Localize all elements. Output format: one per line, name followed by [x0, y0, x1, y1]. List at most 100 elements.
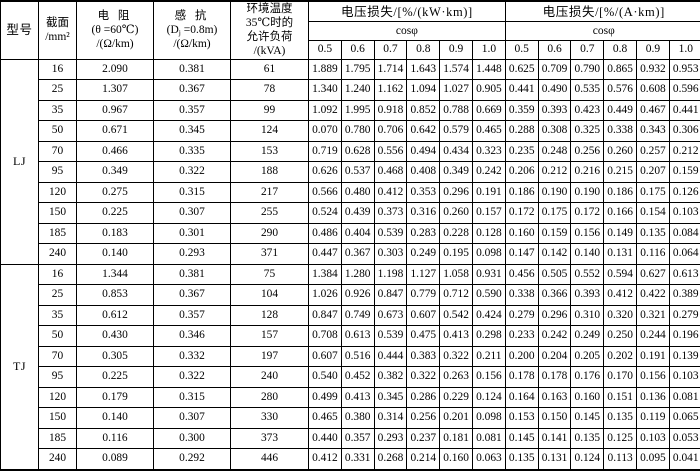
cell-vloss-a: 0.145: [571, 408, 604, 429]
cell-resistance: 0.225: [77, 203, 154, 224]
cell-vloss-kw: 0.475: [407, 326, 440, 347]
cell-vloss-kw: 0.070: [309, 121, 342, 142]
cell-vloss-a: 0.393: [538, 100, 571, 121]
header-load-line2: 35℃时的: [246, 17, 293, 30]
cell-vloss-kw: 0.323: [472, 141, 505, 162]
cell-vloss-a: 0.625: [505, 59, 538, 80]
cell-vloss-kw: 0.156: [472, 367, 505, 388]
cell-vloss-kw: 1.162: [374, 80, 407, 101]
cell-vloss-a: 0.441: [505, 80, 538, 101]
cell-vloss-a: 0.176: [571, 367, 604, 388]
cell-vloss-a: 0.196: [669, 326, 700, 347]
cell-vloss-a: 0.135: [637, 223, 670, 244]
cell-allowable-load: 124: [231, 121, 309, 142]
cell-vloss-a: 0.709: [538, 59, 571, 80]
cell-section: 185: [39, 428, 77, 449]
cell-vloss-a: 0.260: [604, 141, 637, 162]
cell-reactance: 0.300: [154, 428, 231, 449]
table-sheet: 型号 截面 /mm² 电 阻 (θ =60℃) /(Ω/km): [0, 0, 700, 456]
cell-vloss-a: 0.103: [637, 428, 670, 449]
cell-vloss-a: 0.389: [669, 285, 700, 306]
cell-vloss-kw: 0.296: [440, 182, 473, 203]
cell-vloss-a: 0.423: [571, 100, 604, 121]
cell-vloss-kw: 0.268: [374, 449, 407, 470]
cell-vloss-a: 0.490: [538, 80, 571, 101]
cell-vloss-kw: 0.779: [407, 285, 440, 306]
cell-vloss-a: 0.338: [604, 121, 637, 142]
cell-section: 240: [39, 244, 77, 265]
cell-vloss-kw: 0.314: [374, 408, 407, 429]
cell-vloss-a: 0.288: [505, 121, 538, 142]
cell-vloss-kw: 0.260: [440, 203, 473, 224]
cell-vloss-kw: 0.486: [309, 223, 342, 244]
cell-reactance: 0.292: [154, 449, 231, 470]
cell-vloss-kw: 1.027: [440, 80, 473, 101]
cell-section: 240: [39, 449, 77, 470]
cell-resistance: 0.466: [77, 141, 154, 162]
cell-vloss-a: 0.135: [571, 428, 604, 449]
cell-vloss-kw: 0.412: [309, 449, 342, 470]
cell-vloss-a: 0.140: [571, 244, 604, 265]
cell-vloss-kw: 0.098: [472, 408, 505, 429]
cell-vloss-a: 0.576: [604, 80, 637, 101]
cell-vloss-a: 0.135: [505, 449, 538, 470]
cell-vloss-a: 0.412: [604, 285, 637, 306]
cell-reactance: 0.332: [154, 346, 231, 367]
header-cosphi-a: cosφ: [505, 22, 700, 41]
cell-section: 25: [39, 80, 77, 101]
cell-allowable-load: 330: [231, 408, 309, 429]
cell-vloss-a: 0.170: [604, 367, 637, 388]
cell-vloss-kw: 0.480: [341, 182, 374, 203]
cell-vloss-a: 0.166: [604, 203, 637, 224]
header-vloss-a: 电压损失/[%/(A·km)]: [505, 1, 700, 22]
cell-vloss-a: 0.207: [637, 162, 670, 183]
cell-vloss-kw: 0.322: [407, 367, 440, 388]
header-cosphi-value: 0.8: [407, 40, 440, 59]
cell-vloss-a: 0.200: [505, 346, 538, 367]
cell-vloss-kw: 1.240: [341, 80, 374, 101]
cell-vloss-kw: 0.263: [440, 367, 473, 388]
cell-vloss-a: 0.186: [505, 182, 538, 203]
cell-vloss-a: 0.256: [571, 141, 604, 162]
cell-vloss-a: 0.338: [505, 285, 538, 306]
cell-vloss-a: 0.535: [571, 80, 604, 101]
cell-vloss-a: 0.156: [571, 223, 604, 244]
cell-reactance: 0.346: [154, 326, 231, 347]
cell-vloss-kw: 0.607: [309, 346, 342, 367]
header-vloss-kw: 电压损失/[%/(kW·km)]: [309, 1, 506, 22]
cell-vloss-a: 0.147: [505, 244, 538, 265]
cell-vloss-kw: 1.448: [472, 59, 505, 80]
cell-section: 50: [39, 121, 77, 142]
cell-vloss-kw: 0.931: [472, 264, 505, 285]
cell-vloss-kw: 0.322: [440, 346, 473, 367]
cell-vloss-kw: 0.195: [440, 244, 473, 265]
cell-allowable-load: 371: [231, 244, 309, 265]
header-resistance-unit: /(Ω/km): [96, 38, 133, 51]
cell-vloss-kw: 0.242: [472, 162, 505, 183]
cell-allowable-load: 217: [231, 182, 309, 203]
cell-allowable-load: 188: [231, 162, 309, 183]
cell-section: 120: [39, 387, 77, 408]
cell-resistance: 0.089: [77, 449, 154, 470]
cell-vloss-kw: 1.092: [309, 100, 342, 121]
cable-type-lj: LJ: [1, 59, 39, 264]
table-header: 型号 截面 /mm² 电 阻 (θ =60℃) /(Ω/km): [1, 1, 700, 59]
cell-vloss-a: 0.191: [637, 346, 670, 367]
cell-vloss-kw: 0.229: [440, 387, 473, 408]
header-resistance-title: 电 阻: [98, 10, 133, 23]
cell-resistance: 0.671: [77, 121, 154, 142]
cell-reactance: 0.381: [154, 59, 231, 80]
cell-vloss-a: 0.205: [571, 346, 604, 367]
cell-vloss-kw: 0.349: [440, 162, 473, 183]
cell-vloss-a: 0.178: [538, 367, 571, 388]
cell-vloss-a: 0.084: [669, 223, 700, 244]
cell-section: 95: [39, 367, 77, 388]
cell-allowable-load: 78: [231, 80, 309, 101]
